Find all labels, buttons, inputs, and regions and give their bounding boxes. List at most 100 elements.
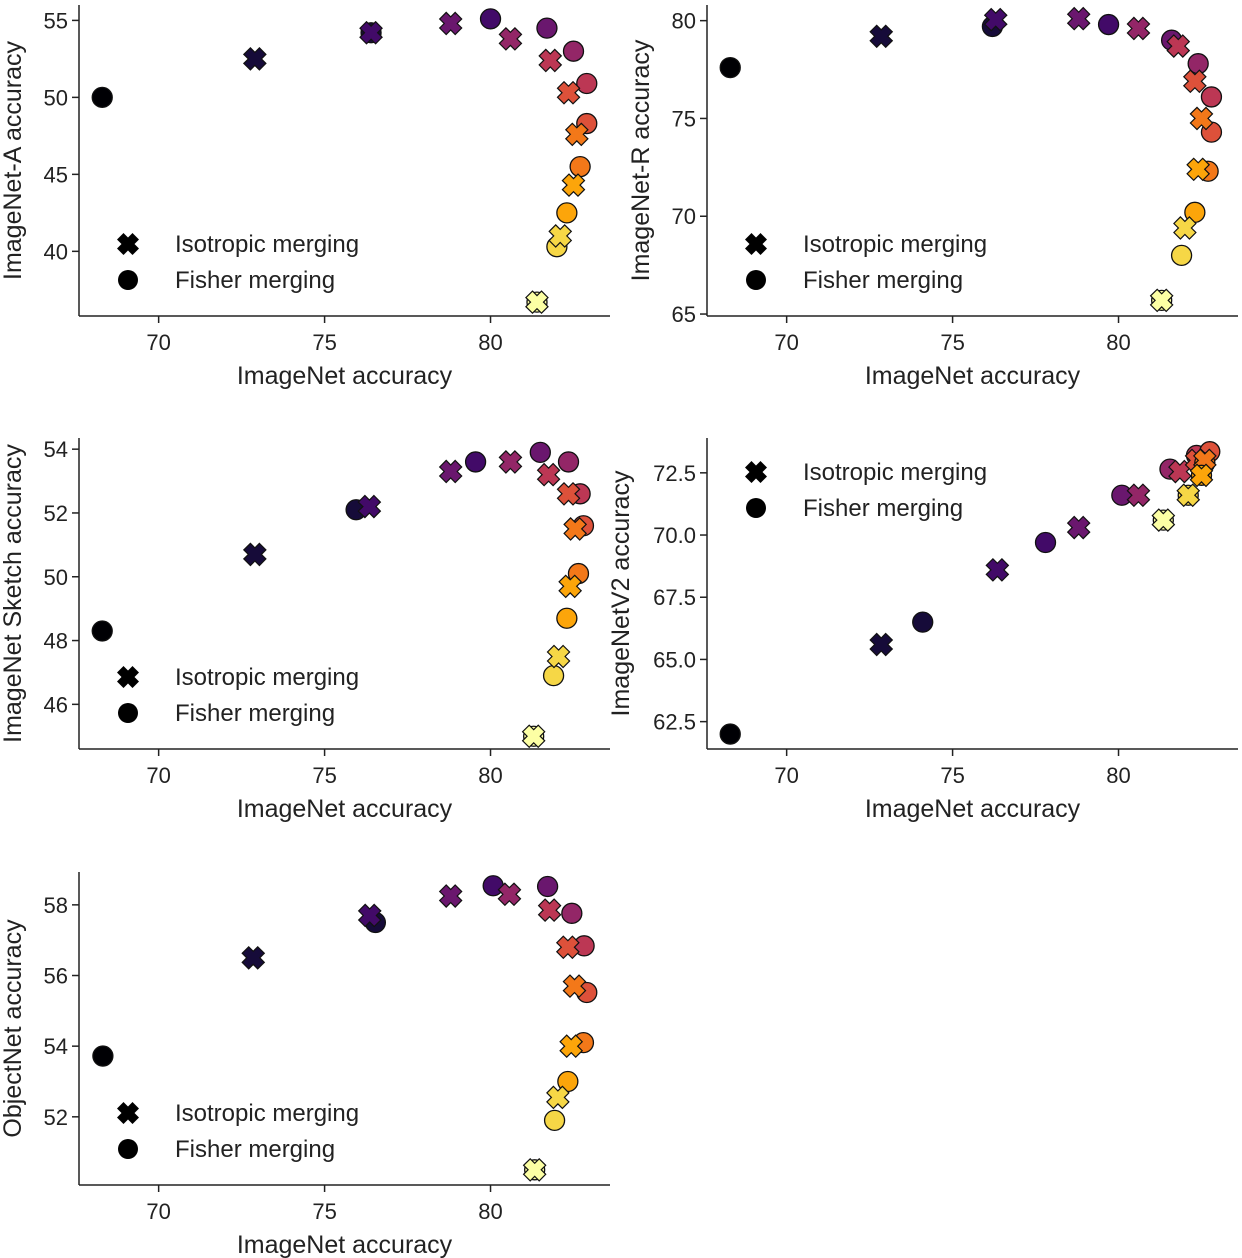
legend-label-fisher: Fisher merging: [175, 700, 335, 727]
y-tick-label: 70.0: [653, 523, 696, 548]
y-tick-label: 65.0: [653, 647, 696, 672]
y-tick-label: 67.5: [653, 585, 696, 610]
x-tick-label: 75: [940, 763, 964, 788]
y-axis-label: ObjectNet accuracy: [0, 919, 27, 1138]
isotropic-point: [983, 7, 1008, 32]
x-tick-label: 75: [312, 763, 336, 788]
isotropic-point: [559, 1034, 584, 1059]
y-tick-label: 70: [672, 204, 696, 229]
fisher-point: [91, 86, 113, 109]
isotropic-point: [869, 632, 894, 657]
isotropic-point: [562, 974, 587, 999]
isotropic-point: [242, 46, 267, 71]
isotropic-point: [1126, 483, 1151, 508]
x-tick-label: 70: [146, 763, 170, 788]
x-axis-label: ImageNet accuracy: [865, 795, 1081, 823]
isotropic-point: [1066, 6, 1091, 31]
legend: Isotropic merging Fisher merging: [117, 231, 359, 294]
isotropic-point: [1066, 515, 1091, 540]
isotropic-point: [357, 494, 382, 519]
y-axis-label: ImageNet-A accuracy: [0, 41, 27, 280]
isotropic-point: [1173, 216, 1197, 240]
x-axis-label: ImageNet accuracy: [237, 795, 453, 823]
isotropic-point: [563, 517, 588, 541]
fisher-point: [529, 441, 551, 464]
isotropic-point: [537, 898, 562, 923]
y-tick-label: 72.5: [653, 461, 696, 486]
fisher-point: [1111, 484, 1133, 506]
x-tick-label: 75: [312, 330, 336, 355]
legend-label-fisher: Fisher merging: [803, 267, 963, 294]
isotropic-point: [242, 542, 267, 567]
legend-circle-marker-icon: [118, 1139, 138, 1159]
subplot-2: 70 75 80 65 70 75 80 ImageNet accuracy ImageNet-…: [627, 5, 1238, 390]
legend-x-marker-icon: [745, 233, 767, 255]
isotropic-point: [1189, 463, 1214, 488]
legend: Isotropic merging Fisher merging: [117, 1100, 359, 1163]
y-axis-label: ImageNetV2 accuracy: [607, 470, 635, 716]
x-axis-label: ImageNet accuracy: [237, 1231, 453, 1258]
y-tick-label: 52: [44, 1105, 68, 1130]
isotropic-point: [438, 11, 463, 36]
y-tick-label: 58: [44, 893, 68, 918]
isotropic-point: [985, 557, 1010, 582]
isotropic-point: [1149, 288, 1174, 313]
fisher-point: [719, 56, 741, 79]
y-tick-label: 54: [44, 437, 68, 462]
x-tick-label: 80: [478, 330, 502, 355]
fisher-point: [543, 1109, 566, 1132]
isotropic-point: [869, 24, 894, 49]
legend-circle-marker-icon: [118, 703, 138, 723]
legend-label-isotropic: Isotropic merging: [175, 1100, 359, 1127]
fisher-point: [91, 620, 113, 642]
x-tick-label: 75: [940, 330, 964, 355]
isotropic-point: [546, 1085, 570, 1110]
legend-circle-marker-icon: [746, 270, 766, 290]
x-axis-label: ImageNet accuracy: [237, 362, 453, 390]
fisher-point: [1170, 244, 1193, 267]
y-axis-label: ImageNet-R accuracy: [627, 39, 655, 281]
fisher-point: [719, 723, 741, 745]
legend-circle-marker-icon: [746, 498, 766, 518]
fisher-point: [562, 40, 585, 62]
y-axis-label: ImageNet Sketch accuracy: [0, 444, 27, 743]
isotropic-point: [1189, 106, 1214, 131]
x-tick-label: 80: [1106, 763, 1130, 788]
fisher-point: [1034, 531, 1057, 554]
fisher-point: [542, 664, 565, 687]
x-tick-label: 80: [1106, 330, 1130, 355]
x-tick-label: 80: [478, 763, 502, 788]
y-tick-label: 48: [44, 629, 68, 654]
fisher-point: [464, 451, 487, 473]
isotropic-point: [556, 481, 581, 506]
isotropic-point: [1126, 16, 1151, 41]
isotropic-point: [522, 1157, 547, 1182]
isotropic-point: [538, 48, 563, 73]
legend-x-marker-icon: [117, 666, 139, 688]
fisher-point: [556, 202, 578, 224]
x-tick-label: 70: [146, 1199, 170, 1224]
fisher-point: [561, 902, 583, 924]
fisher-point: [557, 451, 580, 473]
legend-label-fisher: Fisher merging: [175, 1136, 335, 1163]
isotropic-point: [521, 724, 546, 749]
legend-circle-marker-icon: [118, 270, 138, 290]
legend-label-isotropic: Isotropic merging: [803, 459, 987, 486]
isotropic-point: [536, 462, 561, 487]
fisher-point: [482, 875, 504, 897]
isotropic-point: [525, 290, 549, 315]
isotropic-point: [1176, 483, 1201, 508]
x-axis-label: ImageNet accuracy: [865, 362, 1081, 390]
legend: Isotropic merging Fisher merging: [745, 231, 987, 294]
fisher-point: [569, 156, 591, 178]
y-tick-label: 65: [672, 302, 696, 327]
isotropic-point: [1166, 34, 1191, 58]
fisher-point: [1200, 86, 1223, 108]
subplot-4: 70 75 80 62.5 65.0 67.5 70.0 72.5 ImageNet accur…: [607, 438, 1238, 823]
subplot-5: 70 75 80 52 54 56 58 ImageNet accuracy ObjectNet…: [0, 872, 610, 1258]
fisher-point: [1097, 13, 1120, 36]
legend-x-marker-icon: [117, 233, 139, 255]
isotropic-point: [1168, 459, 1192, 484]
isotropic-point: [548, 224, 573, 248]
isotropic-point: [561, 173, 586, 198]
